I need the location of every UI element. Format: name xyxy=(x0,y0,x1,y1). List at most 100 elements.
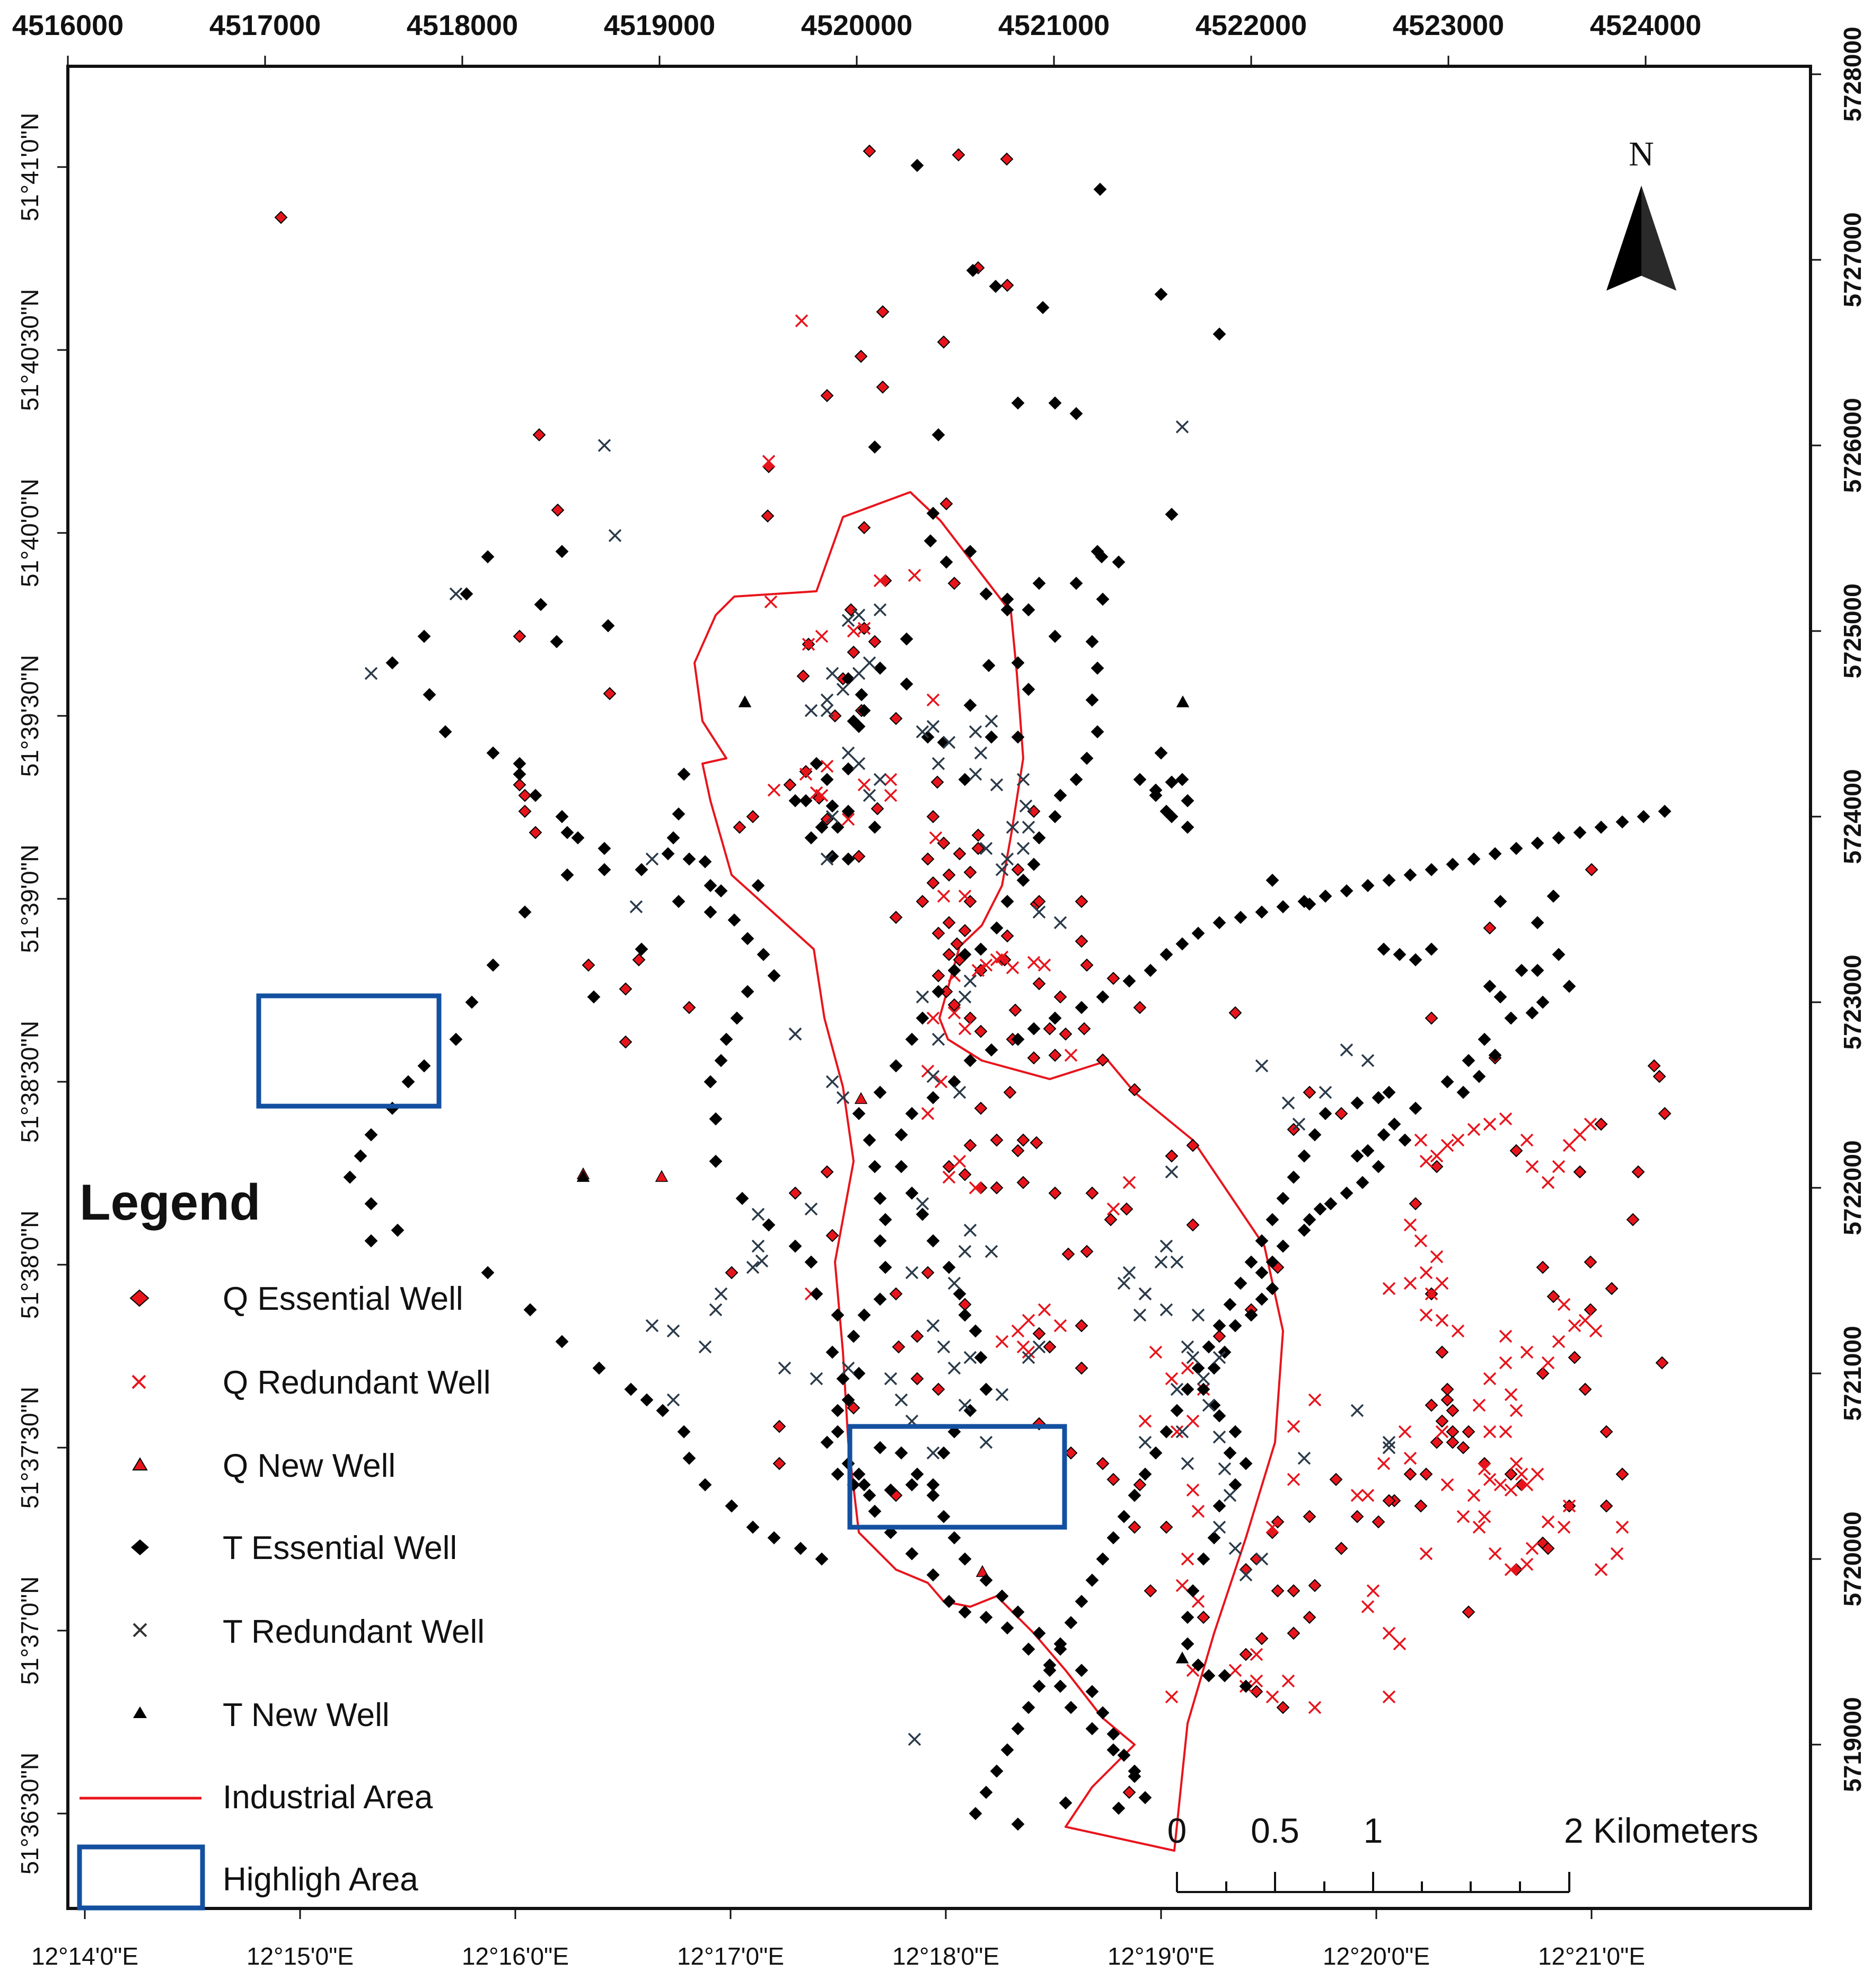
t-essential-well xyxy=(343,1170,357,1184)
q-essential-well xyxy=(1075,1361,1088,1375)
q-essential-well xyxy=(1133,1001,1147,1014)
q-redundant-well xyxy=(971,964,985,977)
q-essential-well xyxy=(889,1287,903,1301)
t-essential-well xyxy=(1287,1170,1300,1184)
q-essential-well xyxy=(1509,1144,1523,1158)
t-essential-well xyxy=(894,1160,908,1173)
t-essential-well xyxy=(958,948,972,961)
legend-label: Q Essential Well xyxy=(223,1281,463,1317)
q-redundant-well xyxy=(1430,1149,1444,1163)
q-essential-well xyxy=(746,810,760,824)
q-essential-well xyxy=(1287,1626,1300,1640)
t-essential-well xyxy=(873,661,887,675)
q-essential-well xyxy=(582,958,595,972)
t-essential-well xyxy=(682,852,696,866)
q-essential-well xyxy=(1030,1136,1043,1150)
q-essential-well xyxy=(926,876,940,890)
q-essential-well xyxy=(1027,1051,1041,1065)
q-essential-well xyxy=(1250,1685,1263,1698)
q-essential-well xyxy=(1599,1425,1613,1439)
t-redundant-well xyxy=(884,1372,898,1386)
t-essential-well xyxy=(1000,603,1014,617)
top-tick-label: 4521000 xyxy=(998,10,1110,41)
t-essential-well xyxy=(868,820,882,834)
scale-bar-ticks xyxy=(1176,1872,1570,1893)
q-essential-well xyxy=(518,804,532,818)
q-essential-well xyxy=(974,1024,988,1038)
t-essential-well xyxy=(1462,1054,1475,1067)
t-essential-well xyxy=(1011,1605,1025,1619)
q-redundant-well xyxy=(1509,1404,1523,1417)
q-redundant-well xyxy=(857,778,871,792)
t-essential-well xyxy=(1112,1801,1126,1815)
t-essential-well xyxy=(1207,1531,1221,1545)
q-essential-well xyxy=(1197,1610,1210,1624)
q-redundant-well xyxy=(1250,1674,1263,1688)
t-essential-well xyxy=(1319,889,1332,903)
t-essential-well xyxy=(852,1367,866,1380)
t-essential-well xyxy=(1562,979,1576,993)
q-essential-well xyxy=(1128,1520,1141,1534)
t-essential-well xyxy=(1117,1748,1131,1762)
q-essential-well xyxy=(1440,1382,1454,1396)
right-tick-label: 5719000 xyxy=(1839,1697,1866,1792)
north-arrow: N xyxy=(1606,135,1676,291)
t-redundant-well xyxy=(1022,1351,1035,1364)
t-essential-well xyxy=(1361,1144,1375,1158)
legend-label: T New Well xyxy=(223,1697,390,1733)
q-essential-well xyxy=(1011,863,1025,877)
q-redundant-well xyxy=(1562,1138,1576,1152)
q-essential-well xyxy=(1048,1186,1062,1200)
right-tick-label: 5725000 xyxy=(1839,583,1866,678)
q-essential-well xyxy=(1350,1510,1364,1523)
q-redundant-well xyxy=(1138,1414,1152,1428)
t-redundant-well xyxy=(969,725,982,739)
t-essential-well xyxy=(1181,1610,1194,1624)
t-essential-well xyxy=(815,820,829,834)
t-essential-well xyxy=(417,1059,431,1073)
t-essential-well xyxy=(979,1610,993,1624)
t-redundant-well xyxy=(926,1070,940,1083)
q-essential-well xyxy=(926,810,940,824)
q-redundant-well xyxy=(1525,1542,1539,1555)
t-essential-well xyxy=(939,555,953,569)
t-redundant-well xyxy=(926,1446,940,1460)
t-essential-well xyxy=(1159,1425,1173,1439)
q-essential-well xyxy=(1104,1213,1118,1227)
q-essential-well xyxy=(844,603,858,617)
q-essential-well xyxy=(963,1138,977,1152)
q-essential-well xyxy=(1647,1059,1661,1073)
q-redundant-well xyxy=(1281,1674,1295,1688)
q-essential-well xyxy=(931,1382,945,1396)
q-redundant-well xyxy=(1525,1160,1539,1173)
q-redundant-well xyxy=(1377,1457,1391,1470)
q-essential-well xyxy=(863,144,876,158)
t-essential-well xyxy=(905,1478,919,1492)
legend: Legend Q Essential Well Q Redundant Well… xyxy=(77,1174,490,1911)
q-redundant-well xyxy=(1361,1488,1375,1502)
t-essential-well xyxy=(417,629,431,643)
q-redundant-well xyxy=(762,454,776,468)
t-essential-well xyxy=(587,990,601,1004)
t-essential-well xyxy=(1181,1637,1194,1651)
t-redundant-well xyxy=(908,1732,921,1746)
t-essential-well xyxy=(1165,507,1179,521)
q-redundant-well xyxy=(958,889,972,903)
t-essential-well xyxy=(1218,1669,1232,1683)
t-essential-well xyxy=(523,1303,537,1317)
t-essential-well xyxy=(884,1483,898,1497)
q-essential-well xyxy=(1584,1255,1597,1269)
t-essential-well xyxy=(1096,1706,1110,1720)
t-redundant-well xyxy=(1000,852,1014,866)
t-essential-well xyxy=(401,1075,415,1089)
q-redundant-well xyxy=(1361,1600,1375,1614)
t-redundant-well xyxy=(1170,1382,1184,1396)
t-essential-well xyxy=(354,1149,367,1163)
q-essential-well xyxy=(619,982,632,996)
t-essential-well xyxy=(1170,1404,1184,1417)
t-essential-well xyxy=(894,1128,908,1142)
bottom-axis: 12°14'0"E 12°15'0"E 12°16'0"E 12°17'0"E … xyxy=(31,1942,1645,1970)
t-new-icon xyxy=(133,1706,147,1718)
left-tick-label: 51°41'0"N xyxy=(16,113,43,222)
q-essential-well xyxy=(1000,278,1014,292)
